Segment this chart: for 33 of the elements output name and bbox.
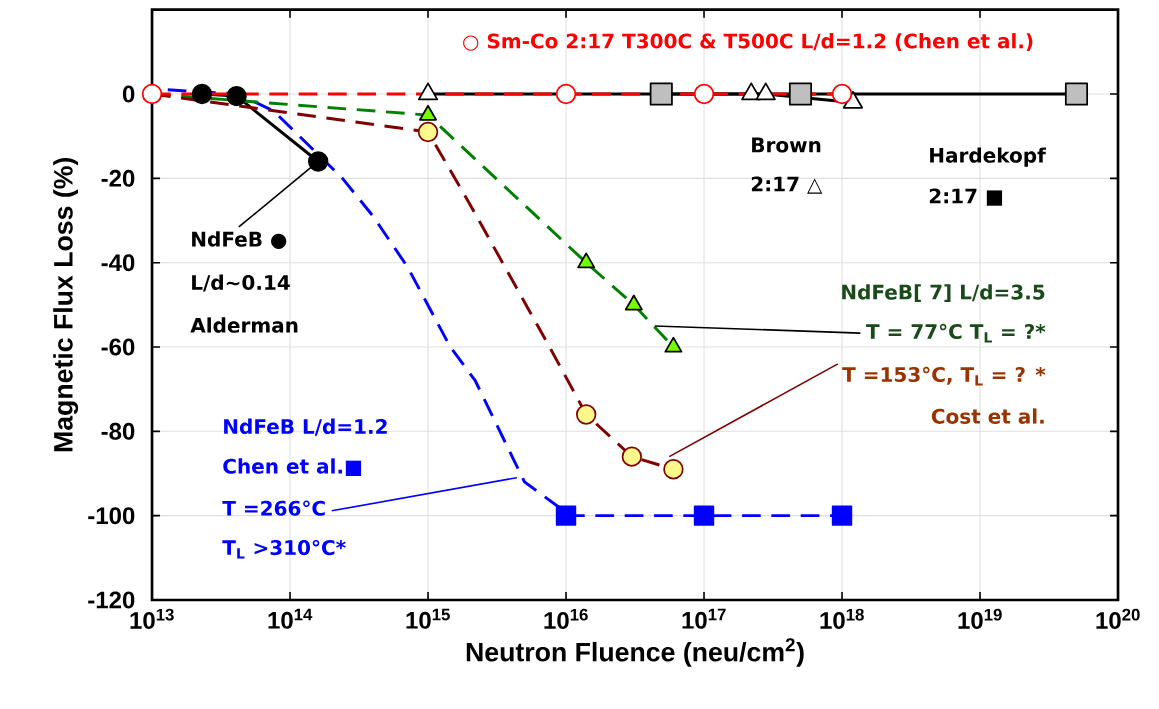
annotation: Cost et al. — [931, 408, 1044, 424]
x-axis-title: Neutron Fluence (neu/cm$^{2}$) — [466, 638, 804, 667]
y-tick-label: 0 — [122, 85, 135, 103]
x-tick-label: 10$^{13}$ — [130, 608, 174, 630]
y-axis-title: Magnetic Flux Loss (%) — [53, 158, 79, 452]
x-tick-label: 10$^{14}$ — [268, 608, 313, 629]
annotation: ○ Sm-Co 2:17 T300C & T500C L/d=1.2 (Chen et al.) — [463, 33, 1033, 51]
annotation: Chen et al.■ — [223, 458, 362, 476]
y-tick-label: -60 — [101, 338, 135, 356]
x-tick-label: 10$^{19}$ — [958, 608, 1002, 630]
annotation: NdFeB L/d=1.2 — [224, 418, 387, 436]
y-tick-label: -40 — [101, 254, 135, 272]
annotation: Hardekopf — [930, 147, 1046, 167]
annotation: NdFeB[ 7] L/d=3.5 — [842, 284, 1045, 302]
annotation: 2:17 ■ — [929, 188, 1003, 206]
annotation: T =266°C — [222, 500, 325, 516]
x-tick-label: 10$^{16}$ — [544, 608, 588, 630]
y-tick-label: -80 — [101, 422, 135, 440]
annotation: T =153°C, T$_{L}$ = ? * — [842, 366, 1046, 386]
annotation: 2:17 △ — [751, 176, 823, 194]
y-tick-label: -120 — [88, 591, 135, 609]
y-tick-label: -100 — [88, 507, 135, 525]
x-tick-label: 10$^{17}$ — [682, 608, 726, 629]
x-tick-label: 10$^{15}$ — [406, 608, 450, 629]
x-tick-label: 10$^{20}$ — [1096, 608, 1140, 630]
annotation: T = 77°C T$_{L}$ = ?* — [866, 323, 1046, 343]
annotation: T$_{L}$ >310°C* — [222, 539, 346, 559]
annotation: Brown — [752, 137, 821, 153]
annotation: NdFeB ● — [192, 231, 287, 249]
y-tick-label: -20 — [101, 169, 135, 187]
annotation: L/d~0.14 — [192, 274, 290, 292]
annotation: Alderman — [190, 317, 298, 333]
x-tick-label: 10$^{18}$ — [820, 608, 864, 630]
